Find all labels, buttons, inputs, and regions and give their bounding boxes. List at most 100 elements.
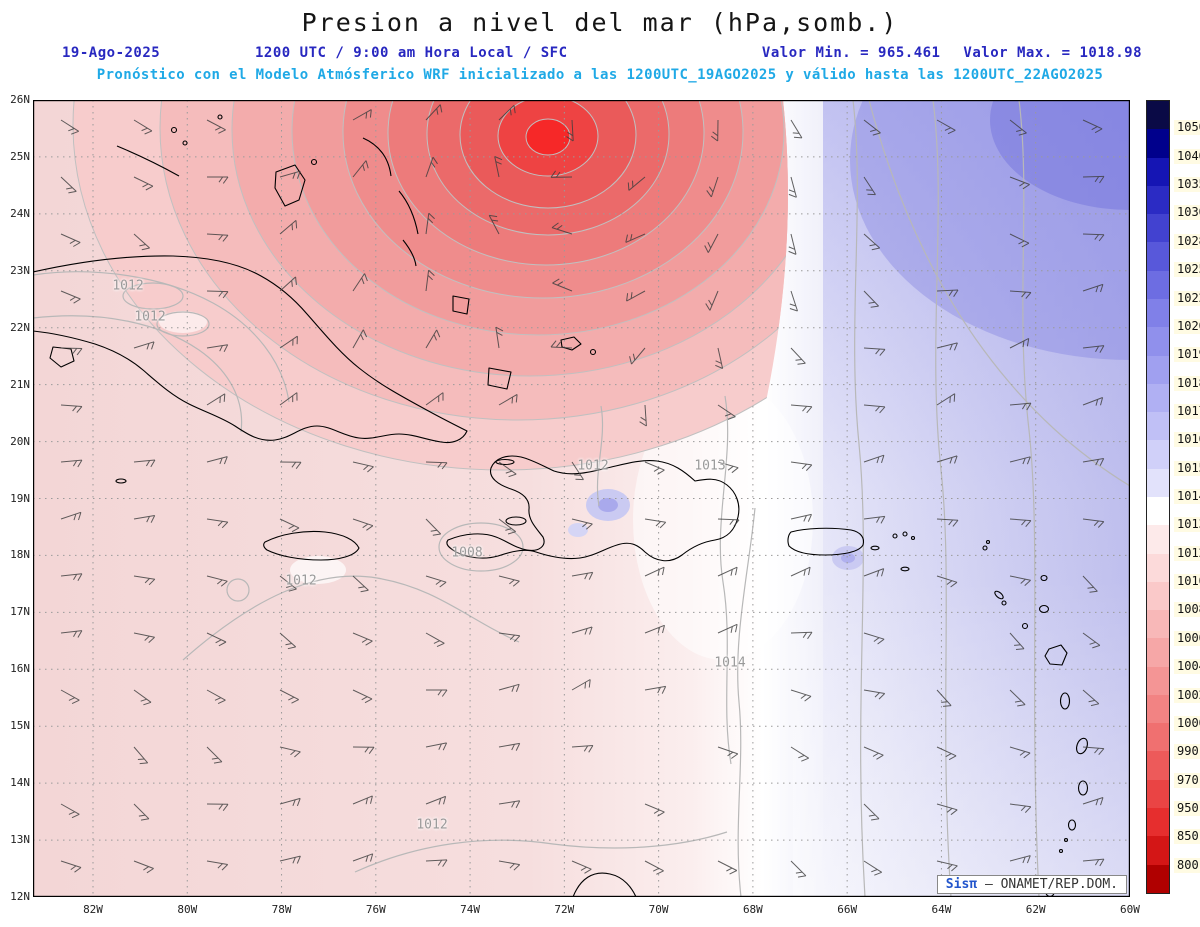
max-value-label: Valor Max. = 1018.98 <box>963 45 1142 61</box>
contour-label: 1008 <box>451 545 483 561</box>
colorbar-label: 970 <box>1174 772 1200 788</box>
colorbar-label: 1030 <box>1174 205 1200 221</box>
colorbar-label: 1012 <box>1174 545 1200 561</box>
lat-label: 21N <box>10 377 30 391</box>
colorbar-label: 1018 <box>1174 375 1200 391</box>
lat-label: 24N <box>10 206 30 220</box>
colorbar-label: 1028 <box>1174 233 1200 249</box>
contour-label: 1012 <box>577 458 609 474</box>
colorbar-segment <box>1147 298 1169 328</box>
colorbar-label: 800 <box>1174 857 1200 873</box>
lat-label: 18N <box>10 548 30 562</box>
lon-label: 80W <box>177 903 198 916</box>
lon-label: 76W <box>365 903 386 916</box>
map-svg <box>33 100 1130 897</box>
contour-label: 1012 <box>285 573 317 589</box>
minmax-labels: Valor Min. = 965.461 Valor Max. = 1018.9… <box>762 45 1142 61</box>
map-canvas: 1012 1012 1012 1008 1012 1013 1014 1012 Sisπ – … <box>33 100 1130 897</box>
colorbar-segment <box>1147 525 1169 554</box>
colorbar-label: 1035 <box>1174 177 1200 193</box>
map-frame <box>33 100 1130 897</box>
lon-label: 82W <box>83 903 103 916</box>
lon-label: 66W <box>837 903 858 916</box>
credit-box: Sisπ – ONAMET/REP.DOM. <box>936 875 1127 894</box>
lat-label: 20N <box>10 434 30 448</box>
lon-label: 78W <box>271 903 292 916</box>
colorbar-segment <box>1147 468 1169 497</box>
colorbar-label: 1016 <box>1174 432 1200 448</box>
colorbar-label: 1014 <box>1174 489 1200 504</box>
lat-label: 15N <box>10 719 30 733</box>
lat-label: 25N <box>10 149 30 163</box>
map-title: Presion a nivel del mar (hPa,somb.) <box>301 8 899 37</box>
colorbar-label: 1013 <box>1174 517 1200 533</box>
colorbar <box>1146 100 1170 894</box>
contour-label: 1012 <box>134 309 166 325</box>
colorbar-segment <box>1147 638 1169 667</box>
contour-label: 1013 <box>694 458 726 474</box>
grid-lines <box>33 100 1130 897</box>
colorbar-segment <box>1147 808 1169 837</box>
colorbar-segment <box>1147 440 1169 469</box>
lon-label: 64W <box>931 903 952 916</box>
colorbar-segment <box>1147 553 1169 582</box>
lat-label: 22N <box>10 320 30 334</box>
colorbar-segment <box>1147 864 1169 893</box>
lon-label: 70W <box>648 903 669 916</box>
colorbar-label: 1015 <box>1174 460 1200 476</box>
colorbar-segment <box>1147 412 1169 441</box>
lat-label: 12N <box>10 890 30 903</box>
lon-label: 74W <box>460 903 481 916</box>
colorbar-segment <box>1147 157 1169 186</box>
lat-label: 26N <box>10 93 30 106</box>
contour-label: 1012 <box>112 278 144 294</box>
colorbar-segment <box>1147 666 1169 695</box>
colorbar-segment <box>1147 779 1169 809</box>
lat-label: 13N <box>10 833 30 847</box>
colorbar-segment <box>1147 327 1169 356</box>
colorbar-segment <box>1147 383 1169 413</box>
colorbar-label: 1025 <box>1174 262 1200 278</box>
coastlines <box>33 114 1089 897</box>
lat-label: 19N <box>10 491 30 505</box>
lon-label: 72W <box>554 903 575 916</box>
colorbar-segment <box>1147 355 1169 384</box>
colorbar-label: 1002 <box>1174 687 1200 703</box>
time-label: 1200 UTC / 9:00 am Hora Local / SFC <box>255 45 568 61</box>
colorbar-segment <box>1147 129 1169 158</box>
colorbar-segment <box>1147 101 1169 130</box>
wind-barbs <box>60 104 1105 878</box>
low-pressure-shading <box>72 100 788 471</box>
contour-label: 1012 <box>416 817 448 833</box>
colorbar-label: 1008 <box>1174 602 1200 618</box>
colorbar-segment <box>1147 836 1169 865</box>
agency-credit: – ONAMET/REP.DOM. <box>984 877 1118 892</box>
colorbar-segment <box>1147 723 1169 752</box>
colorbar-label: 1006 <box>1174 630 1200 646</box>
lon-label: 68W <box>742 903 763 916</box>
date-label: 19-Ago-2025 <box>62 45 161 61</box>
model-credit: Sisπ <box>945 877 978 892</box>
lat-label: 14N <box>10 776 30 790</box>
colorbar-label: 950 <box>1174 800 1200 816</box>
colorbar-label: 1022 <box>1174 290 1200 306</box>
colorbar-segment <box>1147 496 1169 526</box>
colorbar-segment <box>1147 751 1169 780</box>
lat-label: 16N <box>10 662 30 676</box>
lon-label: 62W <box>1025 903 1046 916</box>
colorbar-label: 1010 <box>1174 574 1200 590</box>
contour-label: 1014 <box>714 655 746 671</box>
colorbar-label: 850 <box>1174 829 1200 845</box>
colorbar-segment <box>1147 581 1169 611</box>
colorbar-label: 1050 <box>1174 120 1200 136</box>
colorbar-label: 1017 <box>1174 403 1200 419</box>
colorbar-segment <box>1147 185 1169 215</box>
hurricane-center <box>525 118 571 156</box>
lat-label: 17N <box>10 605 30 619</box>
forecast-info: Pronóstico con el Modelo Atmósferico WRF… <box>96 67 1104 83</box>
contour-lines <box>33 100 1130 897</box>
min-value-label: Valor Min. = 965.461 <box>761 45 941 61</box>
colorbar-segment <box>1147 270 1169 299</box>
lon-label: 60W <box>1120 903 1140 916</box>
colorbar-label: 990 <box>1174 744 1200 760</box>
